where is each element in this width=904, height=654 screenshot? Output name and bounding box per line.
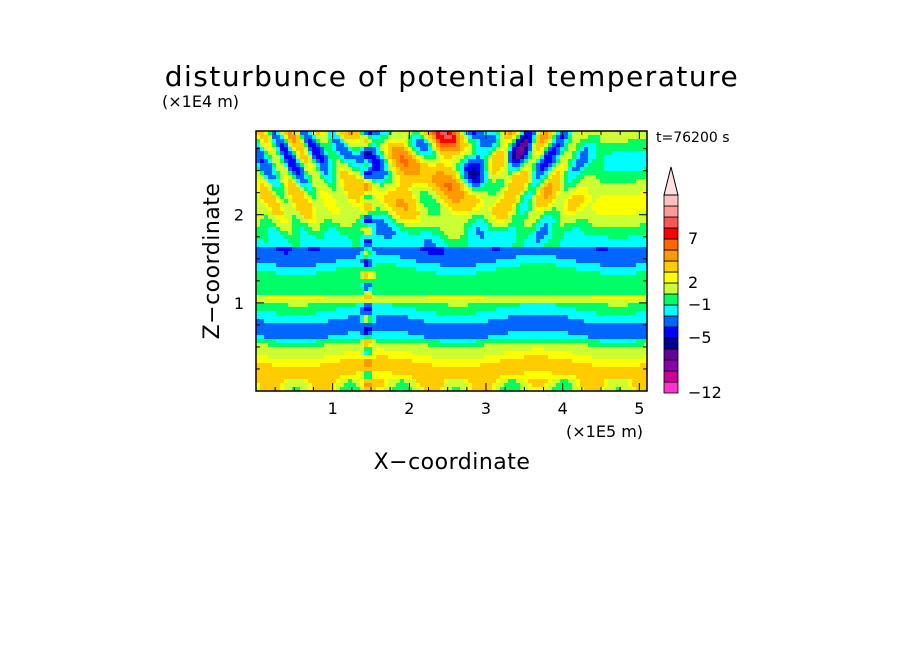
colorbar-swatch	[663, 282, 679, 295]
y-tick-labels: 12	[234, 206, 244, 313]
x-tick-label: 3	[481, 399, 491, 418]
y-unit-label: (×1E4 m)	[162, 92, 239, 111]
colorbar-swatch	[663, 381, 679, 394]
contour-field	[256, 131, 647, 391]
colorbar-swatch	[663, 271, 679, 284]
y-axis-label: Z−coordinate	[200, 183, 225, 340]
colorbar-label: −1	[688, 295, 712, 314]
y-tick-label: 1	[234, 294, 244, 313]
x-tick-label: 4	[558, 399, 568, 418]
x-tick-label: 5	[634, 399, 644, 418]
colorbar-swatch	[663, 293, 679, 306]
colorbar-swatch	[663, 348, 679, 361]
colorbar-swatch	[663, 216, 679, 229]
colorbar-swatch	[663, 370, 679, 383]
y-tick-label: 2	[234, 206, 244, 225]
axis-ticks	[255, 131, 647, 392]
x-tick-label: 2	[404, 399, 414, 418]
chart-title: disturbunce of potential temperature	[165, 60, 740, 93]
colorbar-swatch	[663, 304, 679, 317]
colorbar-label: 2	[688, 273, 698, 292]
colorbar-swatch	[663, 326, 679, 339]
colorbar-swatch	[663, 227, 679, 240]
time-label: t=76200 s	[656, 130, 730, 146]
colorbar-swatch	[663, 249, 679, 262]
colorbar-swatch	[663, 337, 679, 350]
colorbar-swatch	[663, 359, 679, 372]
x-tick-label: 1	[328, 399, 338, 418]
colorbar-extend-triangle	[663, 166, 679, 196]
x-axis-label: X−coordinate	[374, 450, 531, 475]
colorbar-swatch	[663, 205, 679, 218]
colorbar-label: 7	[688, 229, 698, 248]
colorbar-swatch	[663, 238, 679, 251]
colorbar-swatch	[663, 260, 679, 273]
colorbar-label: −5	[688, 328, 712, 347]
x-unit-label: (×1E5 m)	[566, 422, 643, 441]
plot-frame	[255, 130, 648, 392]
x-tick-labels: 1 2 3 4 5	[328, 399, 645, 418]
colorbar-label: −12	[688, 383, 722, 402]
colorbar: −12−5−127	[663, 166, 722, 402]
colorbar-swatch	[663, 315, 679, 328]
colorbar-swatch	[663, 194, 679, 207]
